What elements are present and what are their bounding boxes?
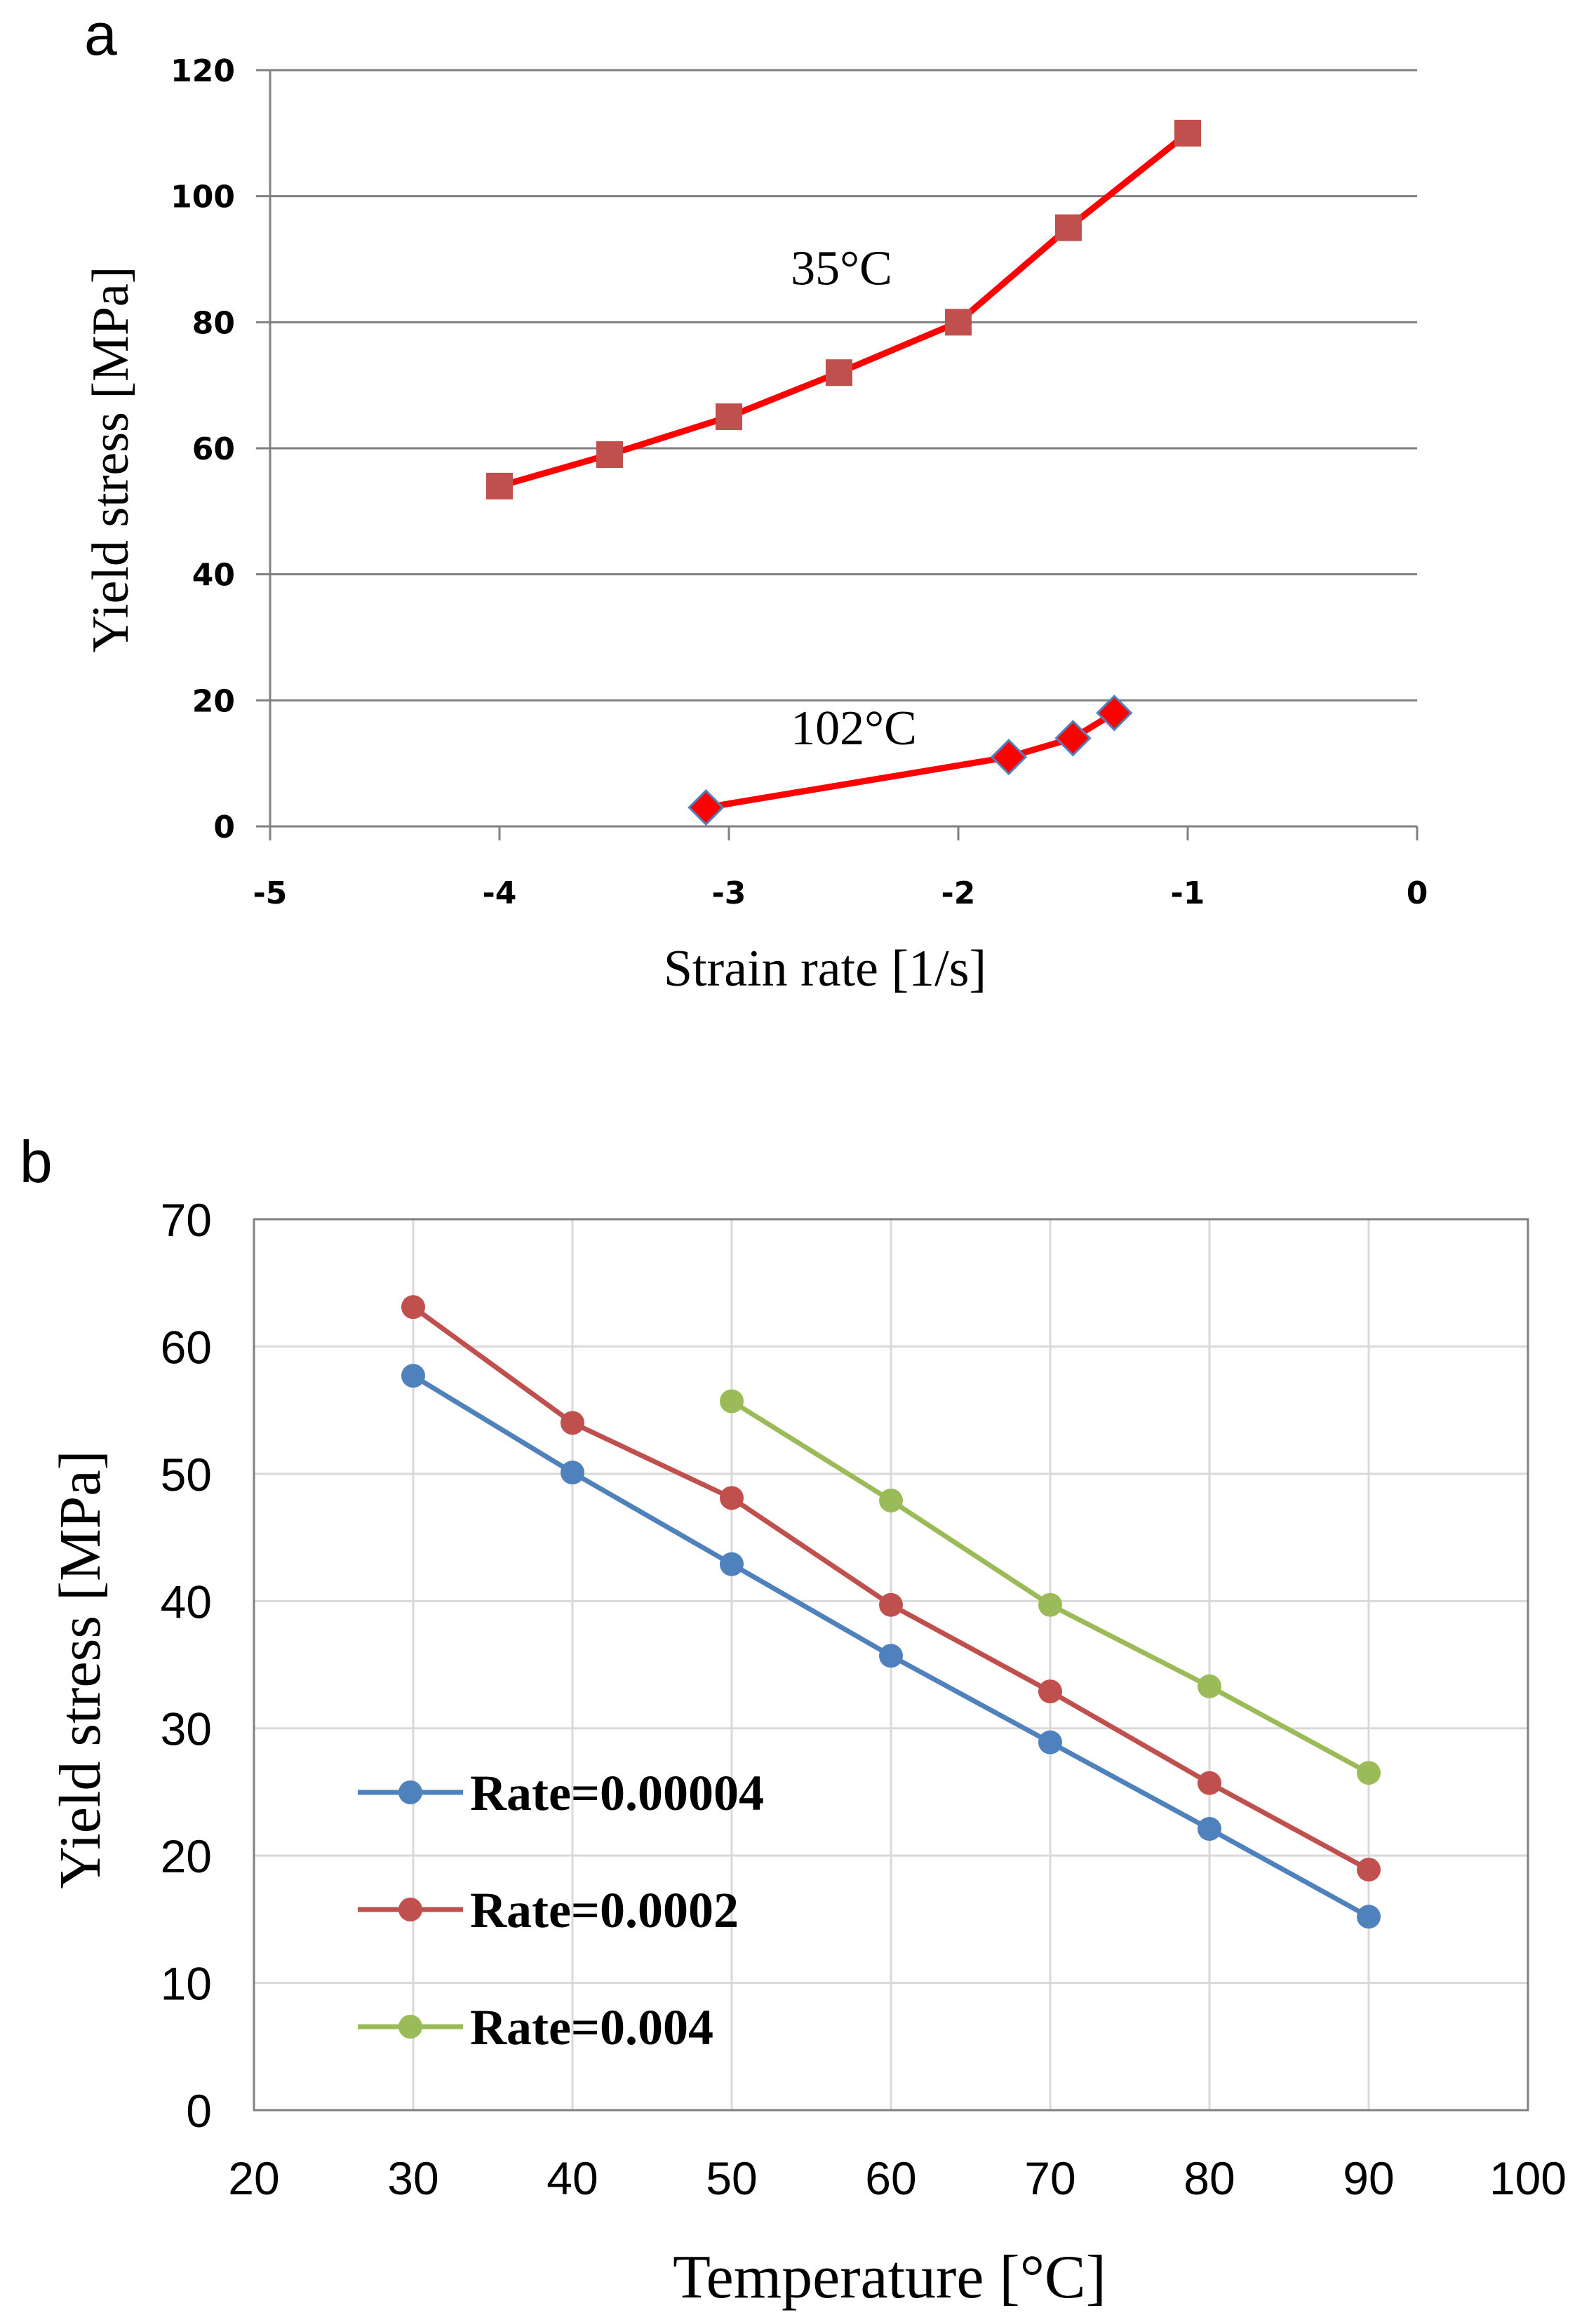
legend-label: Rate=0.004 [470, 1999, 713, 2055]
x-tick-label: 80 [1183, 2152, 1235, 2204]
y-tick-label: 50 [161, 1449, 212, 1501]
y-tick-label: 0 [213, 810, 235, 845]
data-point [1198, 1674, 1221, 1698]
legend-swatch-marker [398, 1780, 422, 1804]
data-point [879, 1488, 903, 1512]
data-point-square [486, 472, 513, 499]
x-tick-label: 60 [865, 2152, 916, 2204]
data-point [1357, 1761, 1381, 1785]
chart-a-x-axis-label: Strain rate [1/s] [664, 940, 986, 998]
x-tick-label: 20 [228, 2152, 279, 2204]
y-tick-label: 40 [192, 558, 235, 593]
y-tick-label: 120 [170, 53, 235, 89]
y-tick-label: 80 [192, 305, 235, 341]
annotation-label: 102°C [791, 702, 917, 756]
chart-a-x-ticks: -5 -4 -3 -2 -1 0 [253, 826, 1428, 911]
data-point-diamond [688, 789, 725, 826]
data-point [879, 1592, 903, 1617]
legend-label: Rate=0.0002 [470, 1882, 739, 1938]
y-tick-label: 0 [186, 2085, 212, 2137]
data-point [720, 1552, 744, 1576]
data-point [401, 1364, 425, 1388]
data-point-square [716, 403, 742, 431]
x-tick-label: 90 [1343, 2152, 1394, 2204]
chart-b-gridlines [254, 1219, 1528, 2110]
data-point [401, 1295, 425, 1320]
x-tick-label: -4 [483, 875, 517, 911]
chart-a-annotations: 35°C 102°C [791, 241, 917, 756]
data-point [1038, 1679, 1062, 1704]
data-point [720, 1389, 744, 1414]
y-tick-label: 60 [161, 1321, 212, 1373]
data-point [561, 1411, 584, 1435]
y-tick-label: 100 [170, 180, 235, 215]
y-tick-label: 30 [161, 1703, 212, 1755]
series-line-1 [705, 710, 1116, 811]
y-tick-label: 20 [192, 683, 235, 719]
data-point-square [596, 441, 623, 468]
x-tick-label: -1 [1171, 875, 1205, 911]
data-point [1357, 1858, 1381, 1882]
x-tick-label: 100 [1489, 2152, 1567, 2204]
data-point-diamond [1054, 720, 1092, 757]
chart-b-legend: Rate=0.00004 Rate=0.0002 Rate=0.004 [358, 1765, 764, 2055]
chart-a-y-axis-label: Yield stress [MPa] [82, 267, 140, 653]
data-point-square [1054, 214, 1082, 241]
chart-a-series [486, 119, 1201, 826]
panel-label-b: b [20, 1129, 53, 1195]
chart-b-x-ticks: 20 30 40 50 60 70 80 90 100 [228, 2152, 1567, 2204]
series-line-0 [498, 130, 1190, 490]
data-point [1038, 1592, 1062, 1617]
annotation-label: 35°C [791, 241, 892, 295]
legend-label: Rate=0.00004 [470, 1765, 764, 1821]
data-point-diamond [990, 739, 1028, 776]
chart-b-y-ticks: 0 10 20 30 40 50 60 70 [161, 1194, 212, 2137]
legend-swatch-marker [398, 2015, 422, 2039]
data-point-square [945, 309, 972, 336]
legend-swatch-marker [398, 1898, 422, 1921]
chart-a-gridlines [270, 69, 1417, 702]
y-tick-label: 40 [161, 1576, 212, 1628]
data-point-square [825, 359, 852, 387]
y-tick-label: 70 [161, 1194, 212, 1246]
panel-label-a: a [84, 1, 117, 67]
x-tick-label: -2 [941, 875, 976, 911]
chart-b-y-axis-label: Yield stress [MPa] [48, 1450, 113, 1888]
x-tick-label: 50 [706, 2152, 757, 2204]
data-point [1198, 1771, 1221, 1795]
x-tick-label: 0 [1407, 875, 1428, 911]
y-tick-label: 60 [192, 431, 235, 467]
chart-b-series [401, 1295, 1381, 1929]
y-tick-label: 20 [161, 1830, 212, 1882]
data-point [1357, 1905, 1381, 1929]
chart-a-y-ticks: 0 20 40 60 80 100 120 [170, 53, 270, 845]
plot-frame [253, 1218, 1529, 2112]
data-point [879, 1644, 903, 1668]
x-tick-label: -3 [712, 875, 746, 911]
data-point-diamond [1096, 694, 1133, 732]
y-tick-label: 10 [161, 1958, 212, 2010]
data-point-square [1174, 119, 1201, 147]
x-tick-label: 30 [387, 2152, 438, 2204]
chart-b: b 20 30 40 50 60 70 80 90 100 0 10 20 30 40 50 60 70 Ra… [20, 1129, 1567, 2311]
x-tick-label: -5 [253, 875, 288, 911]
data-point [1198, 1817, 1221, 1841]
chart-b-x-axis-label: Temperature [°C] [673, 2243, 1106, 2311]
chart-b-axes [253, 1218, 1529, 2112]
data-point [720, 1486, 744, 1510]
x-tick-label: 70 [1024, 2152, 1075, 2204]
x-tick-label: 40 [546, 2152, 598, 2204]
data-point [561, 1461, 584, 1485]
data-point [1038, 1730, 1062, 1754]
